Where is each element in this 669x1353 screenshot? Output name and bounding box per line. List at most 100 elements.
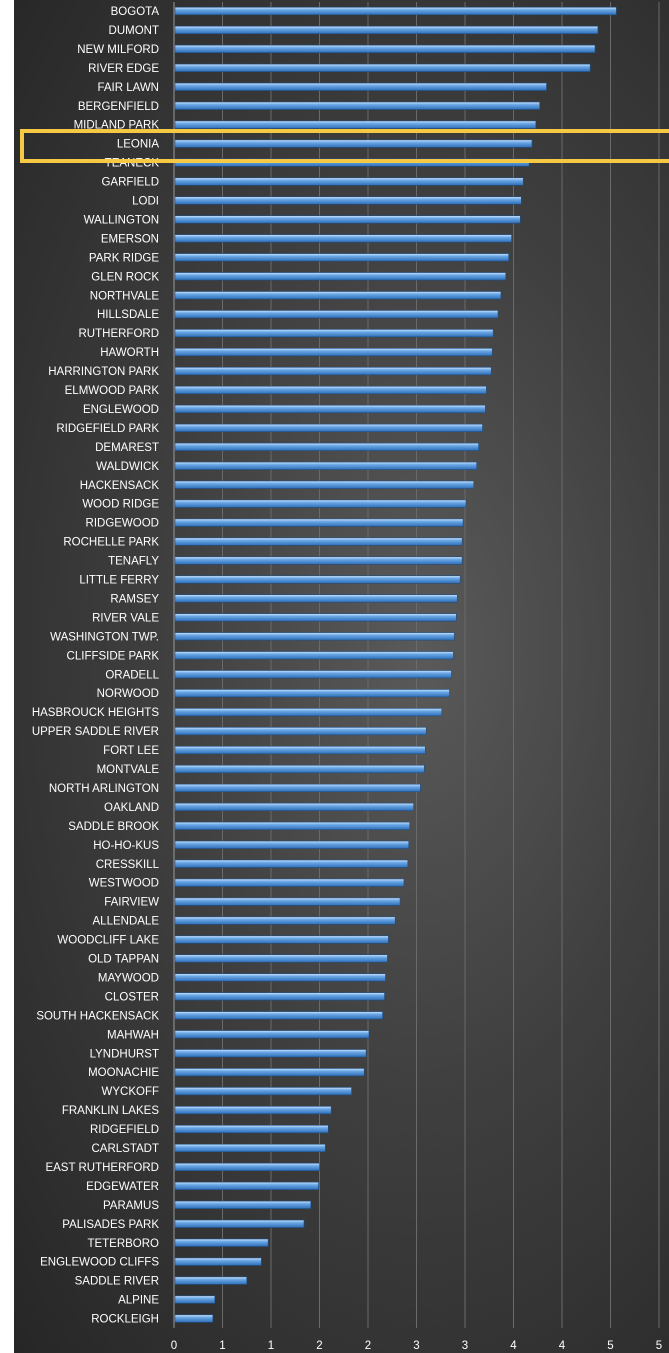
category-label: NEW MILFORD [77,44,159,56]
bar [174,537,463,546]
bar [174,1295,216,1304]
bar [174,366,492,376]
bar [174,1238,269,1247]
category-label: ALLENDALE [93,916,160,928]
x-tick-label: 3 [413,1340,419,1352]
bar [174,613,457,622]
bar [174,101,541,110]
category-label: WOOD RIDGE [82,499,159,511]
bar [174,897,401,906]
bar [174,63,591,72]
category-label: SADDLE RIVER [75,1276,159,1288]
x-tick-label: 3 [462,1340,468,1352]
x-tick-label: 5 [656,1340,662,1352]
category-label: HAWORTH [100,347,159,359]
x-tick-label: 0 [171,1340,177,1352]
category-label: ENGLEWOOD CLIFFS [40,1257,159,1269]
category-label: OAKLAND [104,802,159,814]
bar [174,859,409,868]
category-label: DUMONT [109,25,159,37]
bar [174,1200,312,1209]
bar [174,594,458,603]
category-label: EDGEWATER [86,1181,159,1193]
bar [174,1219,305,1228]
bar [174,878,405,887]
category-label: GLEN ROCK [91,271,159,283]
bar [174,461,477,470]
bar [174,480,475,489]
bar [174,310,499,319]
category-label: MAHWAH [107,1029,159,1041]
bar [174,708,443,717]
bar [174,783,421,793]
bar [174,291,502,300]
bar [174,670,452,679]
x-tick-label: 2 [316,1340,322,1352]
category-label: WESTWOOD [89,878,159,890]
category-label: RIDGEWOOD [86,518,159,530]
bar [174,139,533,148]
category-label: WOODCLIFF LAKE [57,935,159,947]
bar [174,651,454,660]
category-label: CLIFFSIDE PARK [67,650,160,662]
bar [174,1106,332,1115]
bar [174,1011,383,1020]
bar [174,954,388,963]
x-tick-label: 4 [510,1340,517,1352]
category-label: RIDGEFIELD PARK [56,423,159,435]
category-label: LEONIA [117,139,160,151]
category-label: HO-HO-KUS [93,840,159,852]
bar [174,6,617,16]
category-label: ENGLEWOOD [83,404,159,416]
category-label: NORTH ARLINGTON [49,783,159,795]
category-label: HASBROUCK HEIGHTS [32,707,159,719]
category-label: TETERBORO [87,1238,159,1250]
bar [174,329,494,338]
category-label: TEANECK [105,158,160,170]
category-label: RIVER VALE [92,612,159,624]
bar [174,1314,214,1323]
category-label: ELMWOOD PARK [65,385,160,397]
category-label: CARLSTADT [91,1143,159,1155]
category-label: OLD TAPPAN [88,954,159,966]
category-label: LODI [132,196,159,208]
category-label: CRESSKILL [96,859,160,871]
bar [174,575,461,584]
category-label: HACKENSACK [80,480,160,492]
bar [174,25,599,35]
bar [174,821,411,830]
category-labels: BOGOTA DUMONT NEW MILFORD RIVER EDGE FAIR LA… [32,6,160,1326]
bar [174,556,463,565]
bar [174,802,414,811]
x-tick-label: 4 [559,1340,566,1352]
bar [174,196,522,205]
category-label: SADDLE BROOK [68,821,159,833]
bar [174,404,486,414]
bar [174,992,385,1001]
bar [174,82,547,91]
bar [174,442,479,451]
category-label: FRANKLIN LAKES [62,1105,159,1117]
bar [174,1030,370,1039]
category-label: PARAMUS [103,1200,159,1212]
bar [174,973,386,982]
category-label: FAIR LAWN [97,82,159,94]
bar [174,518,464,527]
bar [174,253,509,262]
category-label: GARFIELD [101,177,159,189]
bar [174,1181,319,1190]
category-label: MONTVALE [97,764,160,776]
bar [174,348,493,357]
chart-area: BOGOTA DUMONT NEW MILFORD RIVER EDGE FAIR LA… [14,0,669,1353]
category-label: ORADELL [105,669,159,681]
category-label: WALDWICK [96,461,159,473]
bar [174,764,425,774]
category-label: LYNDHURST [90,1048,159,1060]
category-label: RIDGEFIELD [90,1124,159,1136]
bar [174,1257,262,1266]
bar [174,385,487,395]
category-label: LITTLE FERRY [79,575,159,587]
category-label: DEMAREST [95,442,159,454]
bar [174,727,427,736]
bar [174,1068,365,1077]
